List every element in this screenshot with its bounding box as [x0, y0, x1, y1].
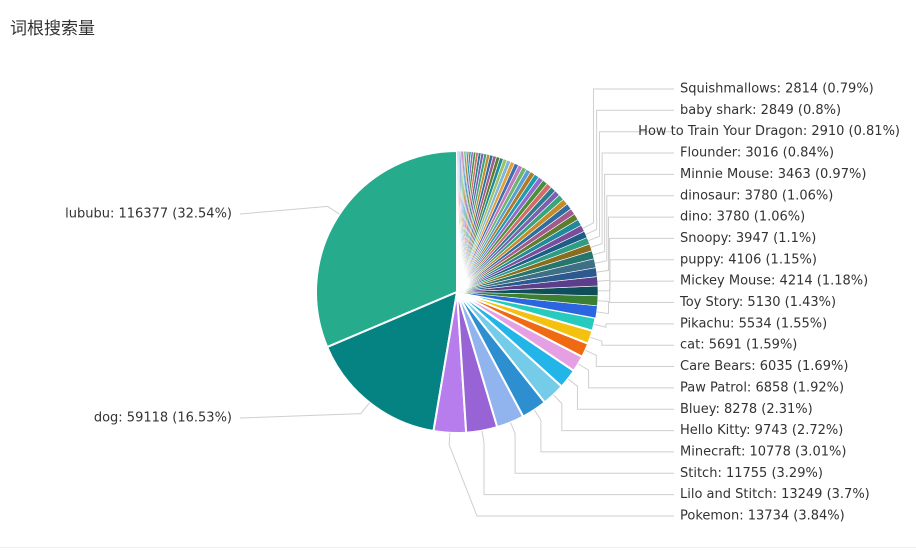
leader-line-paw-patrol	[578, 363, 674, 389]
label-how-to-train-your-dragon: How to Train Your Dragon: 2910 (0.81%)	[638, 124, 900, 139]
label-lububu: lububu: 116377 (32.54%)	[65, 207, 232, 222]
label-pokemon: Pokemon: 13734 (3.84%)	[680, 509, 845, 524]
label-dinosaur: dinosaur: 3780 (1.06%)	[680, 188, 833, 203]
leader-line-how-to-train-your-dragon	[588, 131, 674, 242]
pie-slice-minor[interactable]	[456, 150, 459, 293]
leader-line-baby-shark	[585, 109, 674, 235]
leader-line-dinosaur	[594, 195, 674, 264]
label-puppy: puppy: 4106 (1.15%)	[680, 252, 817, 267]
leader-line-lububu	[239, 205, 340, 215]
leader-line-dog	[239, 402, 370, 419]
label-snoopy: Snoopy: 3947 (1.1%)	[680, 231, 816, 246]
leader-line-snoopy	[597, 237, 674, 282]
leader-line-bluey	[567, 378, 674, 410]
label-toy-story: Toy Story: 5130 (1.43%)	[679, 295, 836, 310]
leader-line-hello-kitty	[553, 394, 674, 432]
label-squishmallows: Squishmallows: 2814 (0.79%)	[680, 82, 874, 97]
leader-line-cat	[590, 336, 674, 346]
leader-line-stitch	[510, 422, 674, 474]
label-minnie-mouse: Minnie Mouse: 3463 (0.97%)	[680, 167, 866, 182]
label-minecraft: Minecraft: 10778 (3.01%)	[680, 444, 846, 459]
chart-title: 词根搜索量	[10, 19, 95, 39]
label-paw-patrol: Paw Patrol: 6858 (1.92%)	[680, 380, 844, 395]
leader-line-squishmallows	[582, 88, 674, 229]
label-lilo-and-stitch: Lilo and Stitch: 13249 (3.7%)	[680, 487, 870, 502]
label-baby-shark: baby shark: 2849 (0.8%)	[680, 103, 841, 118]
label-cat: cat: 5691 (1.59%)	[680, 338, 797, 353]
label-mickey-mouse: Mickey Mouse: 4214 (1.18%)	[680, 274, 868, 289]
leader-line-lilo-and-stitch	[481, 430, 674, 496]
pie-slice-lububu[interactable]	[315, 149, 458, 349]
label-hello-kitty: Hello Kitty: 9743 (2.72%)	[680, 423, 843, 438]
label-stitch: Stitch: 11755 (3.29%)	[680, 466, 823, 481]
leader-line-toy-story	[596, 302, 674, 315]
leader-line-pikachu	[594, 323, 674, 328]
leader-line-care-bears	[585, 349, 674, 367]
leader-line-dino	[596, 216, 674, 273]
leader-line-minnie-mouse	[592, 173, 674, 256]
pie-slice-dog[interactable]	[325, 290, 459, 433]
label-flounder: Flounder: 3016 (0.84%)	[680, 146, 834, 161]
bottom-divider	[0, 547, 916, 548]
leader-line-minecraft	[533, 409, 674, 453]
label-dog: dog: 59118 (16.53%)	[94, 411, 232, 426]
label-pikachu: Pikachu: 5534 (1.55%)	[680, 316, 827, 331]
leader-line-pokemon	[448, 432, 674, 517]
leader-line-flounder	[590, 152, 674, 248]
label-care-bears: Care Bears: 6035 (1.69%)	[680, 359, 848, 374]
label-bluey: Bluey: 8278 (2.31%)	[680, 402, 813, 417]
label-dino: dino: 3780 (1.06%)	[680, 210, 805, 225]
